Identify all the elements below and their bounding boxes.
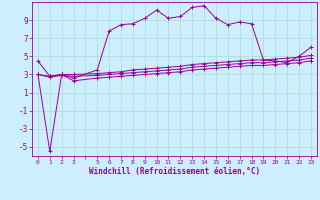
X-axis label: Windchill (Refroidissement éolien,°C): Windchill (Refroidissement éolien,°C) [89,167,260,176]
